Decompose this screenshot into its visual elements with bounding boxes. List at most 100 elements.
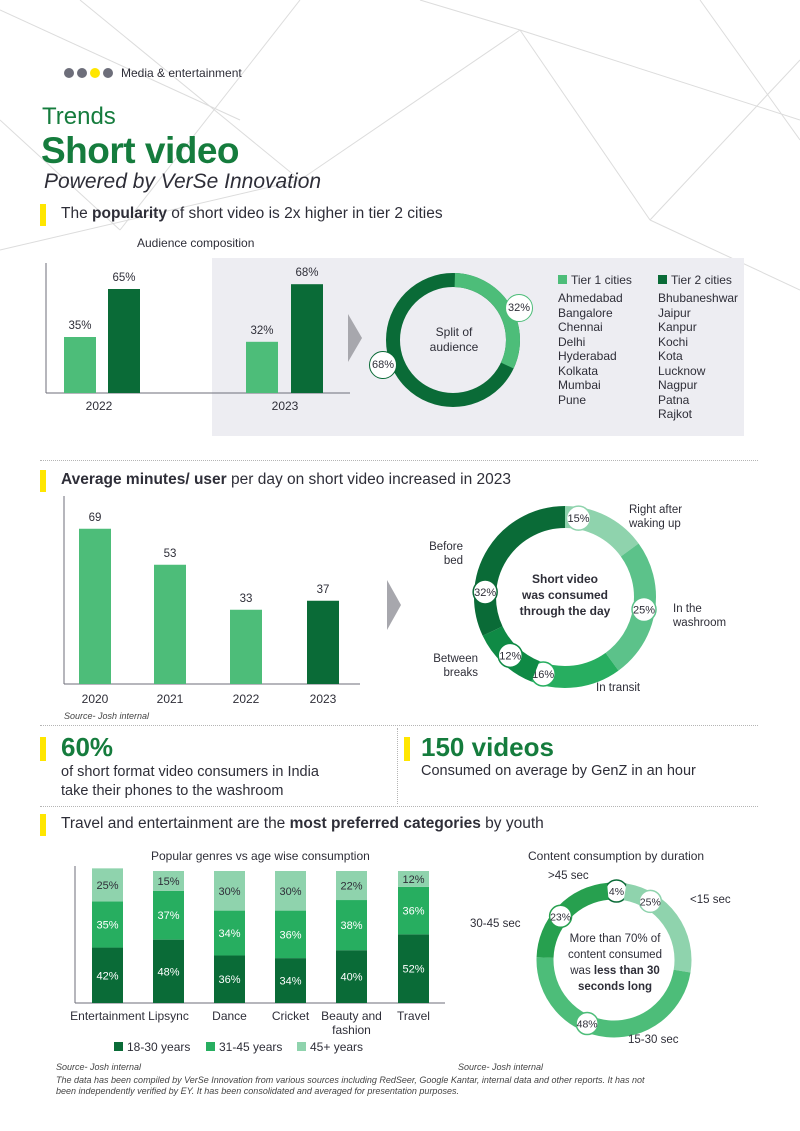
genre-segment-label: 30%: [279, 886, 301, 898]
audience-bar-chart: 35% 65% 2022 32% 68% 2023: [45, 263, 350, 413]
genre-segment-label: 48%: [157, 966, 179, 978]
chevron-right-icon: [348, 314, 362, 362]
minutes-bar: [307, 600, 339, 684]
genre-segment: [275, 871, 306, 911]
tier1-city: Chennai: [558, 320, 603, 334]
minutes-year-label: 2022: [233, 692, 260, 706]
legend-tier2-label: Tier 2 cities: [671, 273, 732, 287]
disclaimer-line: The data has been compiled by VerSe Inno…: [56, 1075, 645, 1085]
legend-31-45-swatch: [206, 1042, 215, 1051]
duration-slice: [536, 957, 691, 1038]
duration-center-line: seconds long: [560, 979, 670, 995]
label-line: breaks: [443, 667, 478, 679]
daytime-pct-label: 32%: [474, 587, 496, 599]
stat-divider: [397, 728, 398, 804]
genre-segment: [336, 871, 367, 901]
label-line: bed: [443, 555, 463, 567]
audience-bar: [108, 289, 140, 393]
background-lines: [0, 0, 800, 291]
duration-pct-badge: [575, 1011, 599, 1036]
genre-segment: [214, 955, 245, 1003]
section2-headline-post: per day on short video increased in 2023: [226, 471, 512, 488]
duration-pct-badge: [638, 889, 663, 914]
duration-donut-center: More than 70% of content consumed was le…: [560, 931, 670, 995]
slice-label-breaks: Between breaks: [422, 652, 478, 680]
genre-segment: [398, 871, 429, 887]
minutes-year-label: 2023: [310, 692, 337, 706]
genre-segment: [92, 947, 123, 1003]
genre-category-label: Entertainment: [70, 1009, 145, 1023]
duration-center-bold: seconds long: [577, 981, 653, 993]
label-line: In the: [673, 603, 702, 615]
genre-segment: [214, 871, 245, 911]
genre-category-label: Cricket: [272, 1009, 310, 1023]
genre-segment-label: 34%: [218, 928, 240, 940]
stat1-line: of short format video consumers in India: [61, 764, 319, 780]
stat1-line: take their phones to the washroom: [61, 783, 284, 799]
section1-headline-bold: popularity: [92, 205, 167, 222]
duration-slice: [623, 883, 692, 973]
tier1-city: Delhi: [558, 334, 586, 349]
duration-label-under15: <15 sec: [690, 894, 731, 906]
minutes-bar-chart: 69 2020 53 2021 33 2022 37 2023: [63, 496, 360, 706]
section3-headline: Travel and entertainment are the most pr…: [61, 815, 544, 833]
audience-bar: [291, 284, 323, 393]
tier1-city-list: Ahmedabad Bangalore Chennai Delhi Hydera…: [558, 291, 623, 407]
genre-segment: [398, 934, 429, 1003]
duration-center-line: More than 70% of: [569, 933, 661, 945]
divider: [40, 725, 758, 726]
slice-label-transit: In transit: [596, 682, 641, 694]
tier1-city: Ahmedabad: [558, 291, 623, 305]
section3-headline-post: by youth: [480, 815, 544, 832]
genre-segment-label: 36%: [218, 974, 240, 986]
duration-label-15-30: 15-30 sec: [628, 1034, 679, 1046]
genre-segment-label: 34%: [279, 976, 301, 988]
daytime-pct-label: 12%: [499, 650, 521, 662]
audience-bar: [246, 341, 278, 393]
section1-accent: [40, 204, 46, 226]
stat1-description: of short format video consumers in India…: [61, 763, 319, 801]
minutes-year-label: 2021: [157, 692, 184, 706]
audience-year-label: 2022: [86, 399, 113, 413]
tier1-city: Pune: [558, 392, 587, 407]
duration-pct-label: 25%: [640, 896, 661, 908]
genre-segment-label: 15%: [157, 876, 179, 888]
legend-31-45-label: 31-45 years: [219, 1040, 283, 1054]
label-line: washroom: [673, 617, 727, 629]
genre-segment: [92, 901, 123, 948]
footer-disclaimer: The data has been compiled by VerSe Inno…: [56, 1075, 645, 1097]
audience-bar-value: 65%: [112, 272, 135, 284]
duration-pct-label: 4%: [609, 886, 624, 898]
genre-segment-label: 38%: [340, 920, 362, 932]
audience-donut-center: Split of audience: [415, 325, 493, 355]
duration-pct-label: 23%: [550, 911, 571, 923]
genre-segment-label: 40%: [340, 972, 362, 984]
label-line: Before: [429, 541, 463, 553]
stat2-description: Consumed on average by GenZ in an hour: [421, 763, 696, 779]
donut-tier1-pct: 32%: [505, 294, 533, 322]
legend-tier1-swatch: [558, 275, 567, 284]
genre-segment-label: 36%: [402, 906, 424, 918]
legend-45plus-swatch: [297, 1042, 306, 1051]
header-dot-2: [77, 68, 87, 78]
daytime-donut: 15% 25% 16% 12% 32%: [472, 505, 657, 688]
daytime-pct-badge: [631, 596, 657, 623]
tier1-city: Mumbai: [558, 378, 601, 392]
donut-tier1-slice: [454, 273, 520, 369]
genre-segment: [153, 871, 184, 891]
disclaimer-line: been independently verified by EY. It ha…: [56, 1086, 459, 1096]
minutes-year-label: 2020: [82, 692, 109, 706]
tier2-city: Kanpur: [658, 320, 697, 334]
audience-donut: [386, 273, 520, 407]
section3-accent: [40, 814, 46, 836]
header-dot-3: [90, 68, 100, 78]
genre-segment: [153, 890, 184, 940]
minutes-bar: [154, 564, 186, 684]
duration-label-30-45: 30-45 sec: [470, 918, 521, 930]
daytime-center-line: was consumed: [521, 588, 609, 602]
divider: [40, 460, 758, 461]
stat1-value: 60%: [61, 732, 114, 762]
section3-source-right: Source- Josh internal: [458, 1062, 544, 1072]
audience-bar: [64, 337, 96, 393]
tier2-city: Rajkot: [658, 407, 693, 421]
